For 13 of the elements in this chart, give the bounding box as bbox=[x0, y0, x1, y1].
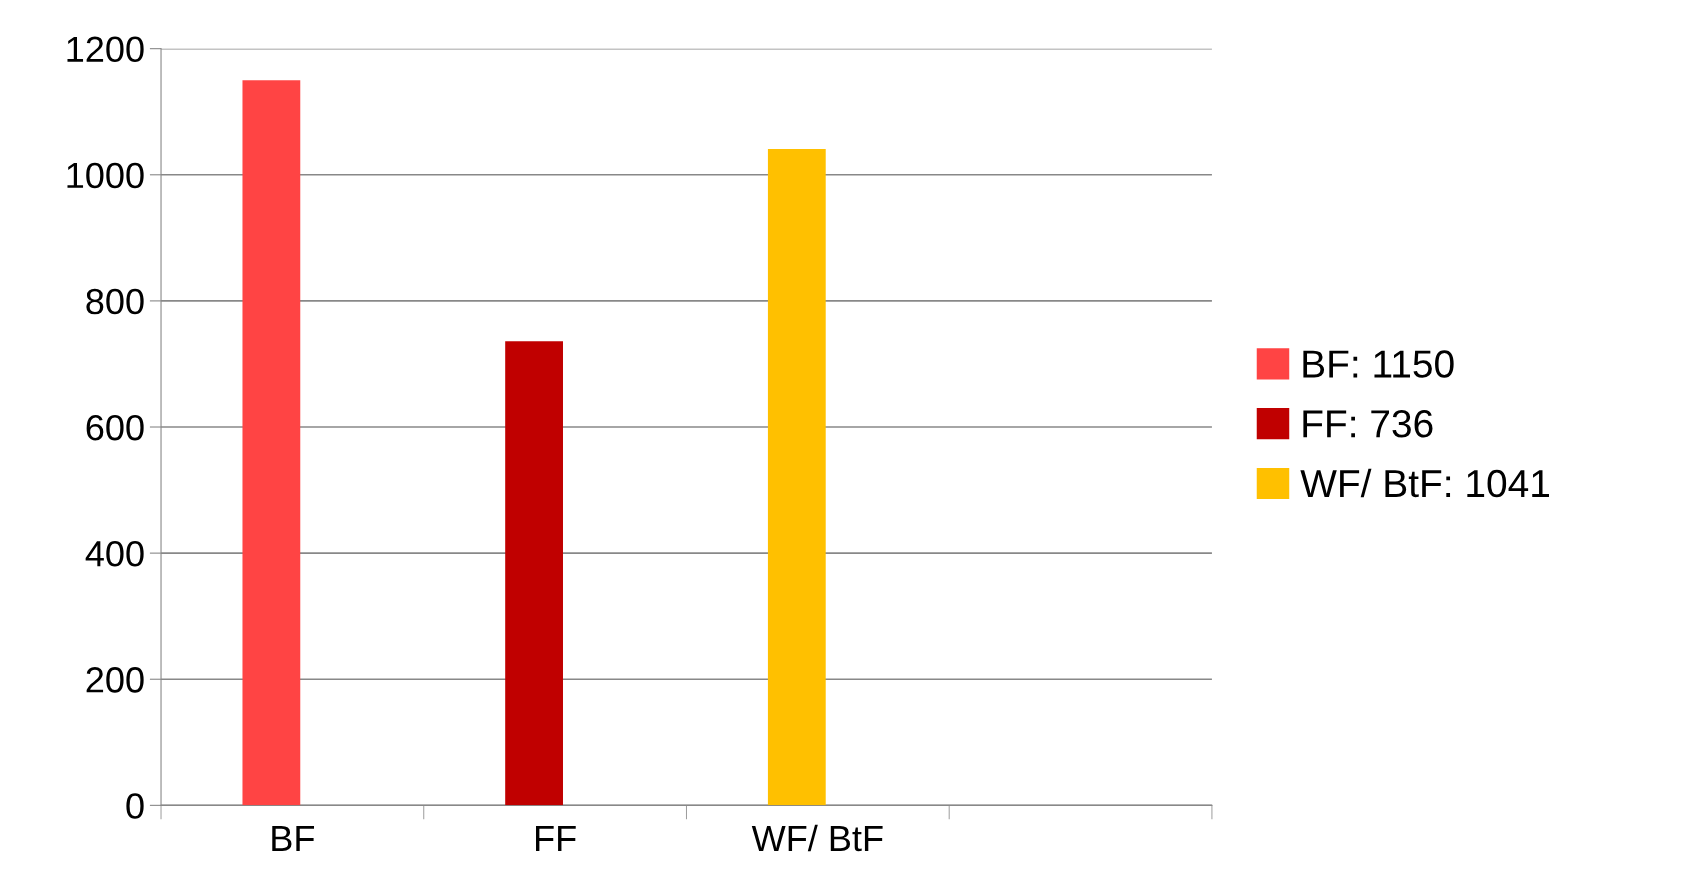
y-tick-label: 0 bbox=[126, 793, 144, 819]
y-tick-label: 600 bbox=[86, 414, 144, 441]
y-tick-label: 800 bbox=[86, 288, 144, 315]
legend-label: BF: 1150 bbox=[1303, 350, 1454, 378]
y-tick-label: 200 bbox=[86, 667, 144, 693]
legend-label: WF/ BtF: 1041 bbox=[1300, 468, 1549, 498]
y-tick-label: 1000 bbox=[67, 162, 144, 189]
y-tick-label: 400 bbox=[85, 540, 144, 567]
x-tick-label: FF bbox=[536, 826, 576, 851]
y-tick-label: 1200 bbox=[67, 36, 144, 63]
x-tick-label: BF bbox=[272, 826, 315, 851]
legend-label: FF: 736 bbox=[1303, 410, 1433, 438]
x-tick-label: WF/ BtF bbox=[751, 824, 883, 852]
